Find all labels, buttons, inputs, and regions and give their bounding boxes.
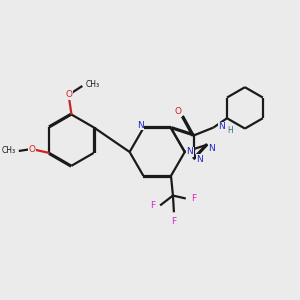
- Text: F: F: [191, 194, 196, 203]
- Text: N: N: [196, 155, 203, 164]
- Text: O: O: [174, 107, 182, 116]
- Text: F: F: [150, 201, 155, 210]
- Text: O: O: [65, 90, 72, 99]
- Text: H: H: [227, 126, 233, 135]
- Text: N: N: [208, 144, 215, 153]
- Text: CH₃: CH₃: [85, 80, 99, 89]
- Text: CH₃: CH₃: [2, 146, 16, 155]
- Text: F: F: [171, 217, 176, 226]
- Text: N: N: [186, 148, 193, 157]
- Text: N: N: [137, 121, 144, 130]
- Text: O: O: [28, 145, 35, 154]
- Text: N: N: [218, 122, 225, 131]
